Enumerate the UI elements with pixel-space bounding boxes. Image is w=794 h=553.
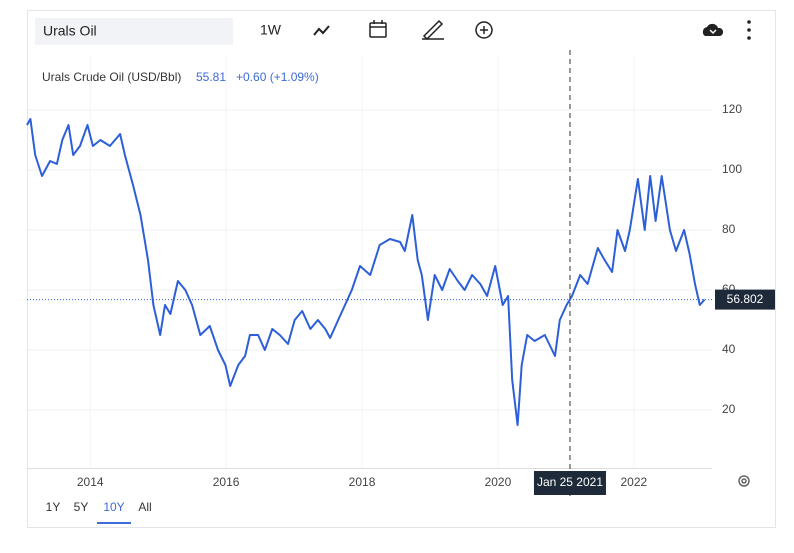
price-change: +0.60 (+1.09%) (236, 70, 319, 84)
x-tick-label: 2020 (485, 475, 512, 489)
settings-icon[interactable] (738, 475, 750, 487)
range-button[interactable]: 1Y (46, 500, 61, 514)
price-line (26, 118, 706, 426)
interval-button[interactable]: 1W (260, 22, 282, 38)
x-tick-label: 2016 (213, 475, 240, 489)
crosshair-box (533, 471, 606, 495)
y-tick-label: 40 (722, 342, 736, 356)
y-tick-label: 80 (722, 222, 736, 236)
add-icon[interactable] (475, 21, 493, 39)
crosshair-label: Jan 25 2021 (537, 475, 603, 489)
y-tick-label: 120 (722, 102, 742, 116)
draw-icon[interactable] (422, 19, 444, 41)
download-icon[interactable] (702, 23, 724, 36)
range-button[interactable]: 5Y (74, 500, 89, 514)
calendar-icon[interactable] (369, 20, 387, 38)
x-tick-label: 2014 (77, 475, 104, 489)
menu-icon[interactable] (747, 20, 751, 40)
y-tick-label: 100 (722, 162, 742, 176)
y-tick-label: 20 (722, 402, 736, 416)
search-box[interactable] (35, 18, 233, 45)
last-value-label: 56.802 (727, 292, 764, 306)
last-value-box (715, 289, 775, 310)
range-button[interactable]: 10Y (103, 500, 124, 514)
frame (27, 10, 776, 528)
last-price: 55.81 (196, 70, 226, 84)
x-tick-label: 2018 (349, 475, 376, 489)
range-button[interactable]: All (138, 500, 151, 514)
series-title: Urals Crude Oil (USD/Bbl) (42, 70, 181, 84)
chart-type-icon[interactable] (313, 25, 330, 36)
search-text[interactable]: Urals Oil (43, 23, 97, 39)
x-tick-label: 2022 (620, 475, 647, 489)
